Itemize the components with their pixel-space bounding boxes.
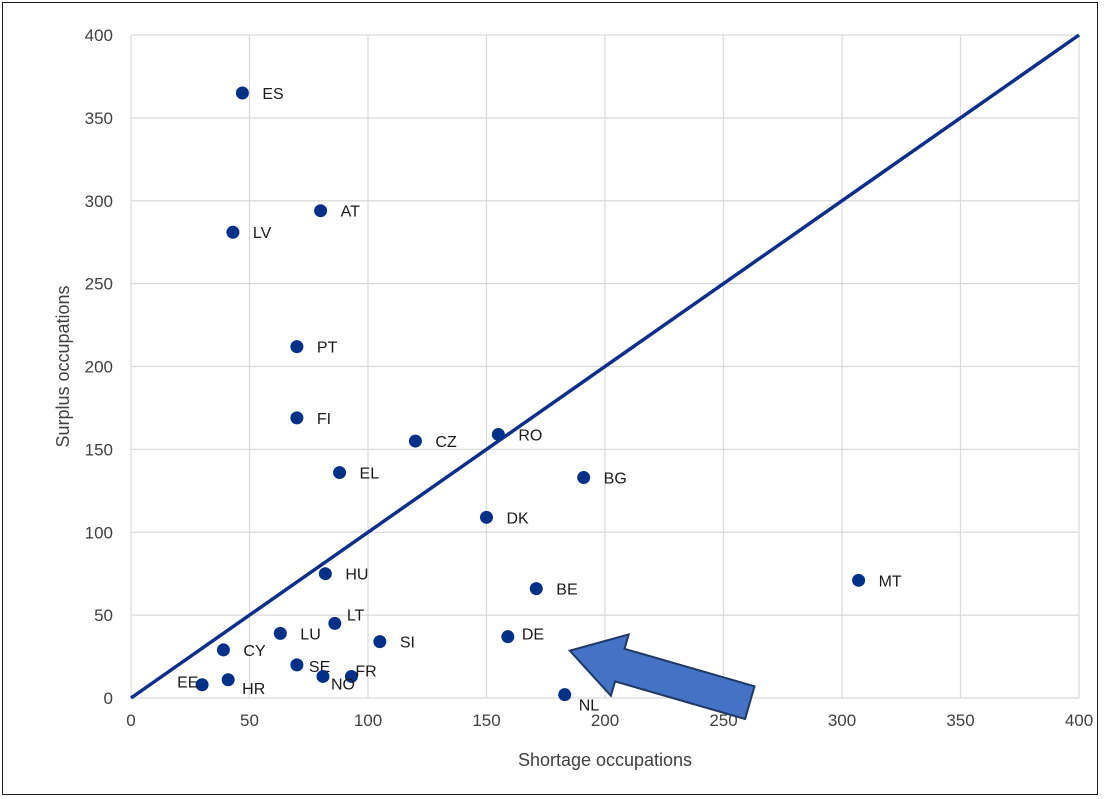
- data-point-no: [316, 669, 330, 683]
- point-label-lu: LU: [300, 626, 320, 643]
- x-tick-label: 100: [354, 711, 382, 730]
- data-point-nl: [558, 688, 572, 702]
- x-tick-label: 350: [946, 711, 974, 730]
- y-tick-label: 100: [85, 523, 113, 542]
- x-tick-label: 300: [828, 711, 856, 730]
- point-label-at: AT: [341, 204, 360, 221]
- point-label-lt: LT: [347, 607, 365, 624]
- data-point-lu: [273, 626, 287, 640]
- data-point-mt: [852, 573, 866, 587]
- x-tick-label: 400: [1065, 711, 1093, 730]
- point-label-mt: MT: [879, 573, 902, 590]
- callout-arrow-group: [567, 632, 756, 721]
- point-label-si: SI: [400, 635, 415, 652]
- data-point-cy: [216, 643, 230, 657]
- x-tick-label: 0: [126, 711, 135, 730]
- data-point-ro: [491, 427, 505, 441]
- x-tick-label: 150: [472, 711, 500, 730]
- y-axis-title: Surplus occupations: [53, 285, 73, 447]
- y-tick-label: 250: [85, 275, 113, 294]
- reference-line: [129, 33, 1081, 700]
- data-point-lv: [226, 225, 240, 239]
- point-label-cz: CZ: [435, 434, 457, 451]
- data-point-at: [314, 204, 328, 218]
- point-label-lv: LV: [253, 225, 272, 242]
- x-tick-label: 50: [240, 711, 259, 730]
- data-point-bg: [577, 471, 591, 485]
- point-label-pt: PT: [317, 340, 338, 357]
- y-tick-label: 0: [104, 689, 113, 708]
- y-tick-label: 150: [85, 440, 113, 459]
- data-point-lt: [328, 616, 342, 630]
- data-point-be: [529, 582, 543, 596]
- point-label-ee: EE: [177, 675, 198, 692]
- data-point-se: [290, 658, 304, 672]
- point-label-fr: FR: [355, 663, 376, 680]
- point-label-hu: HU: [345, 567, 368, 584]
- point-label-el: EL: [360, 466, 380, 483]
- point-label-fi: FI: [317, 411, 331, 428]
- point-label-cy: CY: [243, 643, 266, 660]
- data-point-el: [333, 466, 347, 480]
- point-label-ro: RO: [518, 427, 542, 444]
- data-point-es: [235, 86, 249, 100]
- data-point-cz: [408, 434, 422, 448]
- point-label-bg: BG: [604, 471, 627, 488]
- x-axis-title: Shortage occupations: [518, 750, 692, 770]
- y-tick-label: 300: [85, 192, 113, 211]
- data-point-fr: [344, 669, 358, 683]
- data-point-hu: [318, 567, 332, 581]
- data-point-ee: [195, 678, 209, 692]
- data-point-si: [373, 635, 387, 649]
- point-label-nl: NL: [579, 698, 600, 715]
- point-label-hr: HR: [242, 681, 265, 698]
- y-tick-label: 350: [85, 109, 113, 128]
- data-point-pt: [290, 340, 304, 354]
- reference-line-group: [129, 33, 1081, 700]
- data-point-dk: [480, 510, 493, 524]
- data-point-hr: [221, 673, 235, 687]
- point-label-be: BE: [556, 582, 577, 599]
- data-point-fi: [290, 411, 304, 425]
- point-label-dk: DK: [507, 510, 530, 527]
- y-tick-label: 50: [94, 606, 113, 625]
- point-label-no: NO: [331, 676, 355, 693]
- y-tick-label: 200: [85, 358, 113, 377]
- x-tick-label: 200: [591, 711, 619, 730]
- data-point-de: [501, 630, 515, 644]
- point-label-de: DE: [522, 627, 544, 644]
- x-axis-ticks: 0 50 100 150 200 250 300 350 400: [126, 711, 1093, 730]
- y-tick-label: 400: [85, 26, 113, 45]
- y-axis-ticks: 0 50 100 150 200 250 300 350 400: [85, 26, 113, 708]
- callout-arrow: [567, 632, 756, 721]
- point-label-es: ES: [262, 86, 283, 103]
